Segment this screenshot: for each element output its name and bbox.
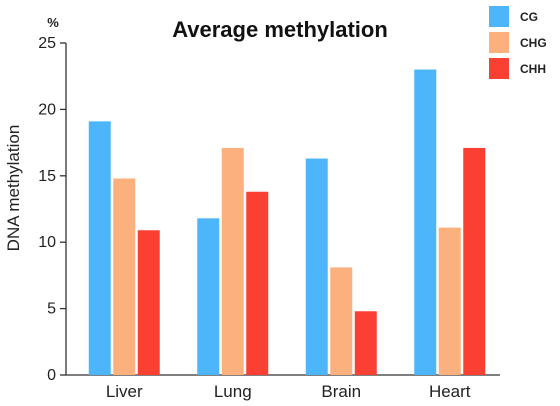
bar-chg-heart (438, 227, 461, 375)
legend-swatch-chh (489, 58, 509, 79)
bar-cg-brain (305, 158, 328, 375)
y-tick-label: 25 (38, 35, 56, 52)
y-tick-label: 15 (38, 168, 56, 185)
y-tick-label: 5 (47, 301, 56, 318)
bar-cg-heart (414, 69, 437, 375)
legend-swatch-cg (489, 6, 509, 27)
chart-title: Average methylation (172, 17, 388, 42)
x-tick-label: Brain (321, 382, 361, 401)
x-axis-labels: Liver Lung Brain Heart (106, 382, 471, 401)
bar-chh-heart (463, 147, 486, 375)
bar-chg-brain (330, 267, 353, 375)
bar-chg-liver (113, 178, 136, 375)
legend-swatch-chg (489, 32, 509, 53)
bar-cg-liver (88, 121, 111, 376)
y-axis-unit: % (47, 15, 59, 30)
x-tick-label: Lung (214, 382, 252, 401)
bars (88, 69, 486, 376)
bar-cg-lung (197, 218, 220, 375)
y-axis-ticks: 0 5 10 15 20 25 (38, 35, 66, 384)
y-tick-label: 0 (47, 367, 56, 384)
bar-chg-lung (221, 147, 244, 375)
bar-chh-lung (246, 191, 269, 375)
legend: CG CHG CHH (489, 6, 547, 79)
x-tick-label: Liver (106, 382, 143, 401)
legend-label-chg: CHG (520, 36, 547, 50)
x-tick-label: Heart (429, 382, 471, 401)
y-tick-label: 20 (38, 101, 56, 118)
legend-label-cg: CG (520, 10, 538, 24)
y-tick-label: 10 (38, 234, 56, 251)
bar-chh-brain (354, 311, 377, 375)
bar-chh-liver (137, 230, 160, 375)
legend-label-chh: CHH (520, 62, 546, 76)
y-axis-label: DNA methylation (4, 125, 23, 252)
